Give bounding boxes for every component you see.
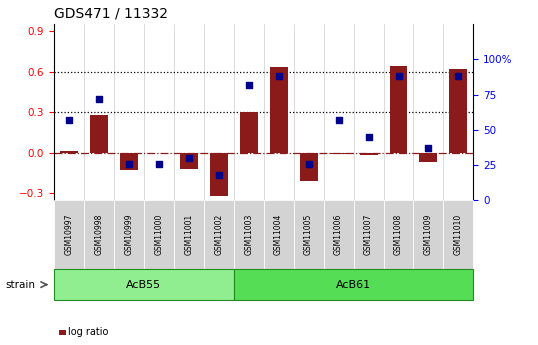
Point [95,96,103,101]
Bar [60,151,78,153]
Text: strain: strain [5,280,36,289]
Bar [180,153,197,169]
Bar [449,69,468,153]
Bar [390,66,407,153]
Bar [330,153,348,154]
Bar [420,153,437,162]
Text: log ratio: log ratio [68,327,109,337]
Text: GSM11009: GSM11009 [424,214,433,255]
Text: GSM11000: GSM11000 [154,214,163,255]
Point [424,145,433,151]
Bar [359,153,378,156]
Point [274,73,283,79]
Bar [300,153,317,181]
Text: GDS471 / 11332: GDS471 / 11332 [54,7,168,21]
Text: GSM11010: GSM11010 [454,214,463,255]
Text: AcB55: AcB55 [126,280,161,289]
Text: GSM11001: GSM11001 [184,214,193,255]
Point [154,161,163,166]
Bar [239,112,258,153]
Point [364,134,373,139]
Point [185,155,193,161]
Text: GSM11003: GSM11003 [244,214,253,255]
Point [65,117,73,122]
Point [334,117,343,122]
Point [394,73,403,79]
Point [454,73,463,79]
Bar [270,68,288,153]
Text: GSM10997: GSM10997 [64,214,73,255]
Bar [90,115,108,153]
Bar [120,153,138,170]
Point [214,172,223,178]
Point [124,161,133,166]
Text: GSM11005: GSM11005 [304,214,313,255]
Text: GSM11006: GSM11006 [334,214,343,255]
Text: GSM11004: GSM11004 [274,214,283,255]
Point [305,161,313,166]
Point [244,82,253,87]
Text: GSM11008: GSM11008 [394,214,403,255]
Text: AcB61: AcB61 [336,280,371,289]
Text: GSM11007: GSM11007 [364,214,373,255]
Text: GSM10999: GSM10999 [124,214,133,255]
Text: GSM11002: GSM11002 [214,214,223,255]
Bar [210,153,228,196]
Text: GSM10998: GSM10998 [94,214,103,255]
